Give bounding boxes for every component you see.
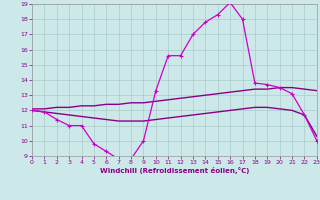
X-axis label: Windchill (Refroidissement éolien,°C): Windchill (Refroidissement éolien,°C) <box>100 167 249 174</box>
